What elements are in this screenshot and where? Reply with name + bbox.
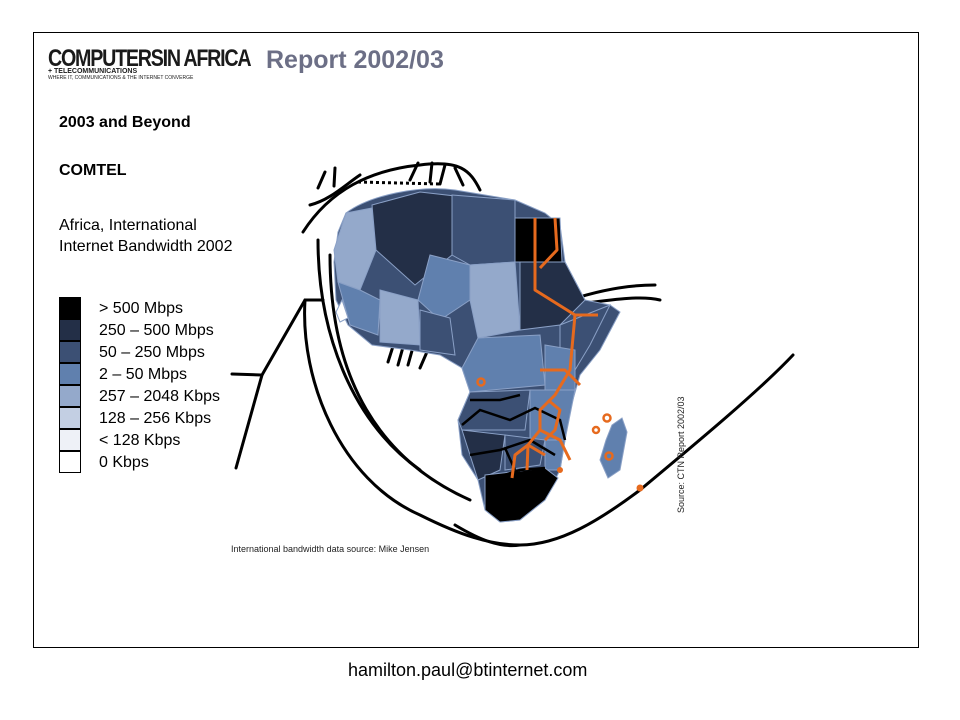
legend-swatch-7 — [59, 451, 81, 473]
legend-swatch-4 — [59, 385, 81, 407]
legend-label-6: < 128 Kbps — [99, 432, 181, 449]
legend-label-3: 2 – 50 Mbps — [99, 366, 188, 383]
legend-label-7: 0 Kbps — [99, 454, 149, 471]
map-subtitle: Africa, International Internet Bandwidth… — [59, 217, 233, 255]
africa-bandwidth-map — [230, 161, 795, 548]
legend-label-1: 250 – 500 Mbps — [99, 322, 214, 339]
legend-label-0: > 500 Mbps — [99, 300, 184, 317]
heading-2003-beyond: 2003 and Beyond — [59, 114, 191, 131]
legend-swatch-5 — [59, 407, 81, 429]
ctn-report-source: Source: CTN Report 2002/03 — [676, 396, 686, 513]
heading-comtel: COMTEL — [59, 162, 127, 179]
logo-sub-text: + TELECOMMUNICATIONS — [48, 68, 138, 75]
bandwidth-data-source: International bandwidth data source: Mik… — [231, 544, 430, 554]
computers-in-africa-logo: COMPUTERSIN AFRICA + TELECOMMUNICATIONS … — [48, 46, 263, 82]
fibre-routes — [510, 217, 598, 479]
legend-label-2: 50 – 250 Mbps — [99, 344, 205, 361]
report-title: Report 2002/03 — [266, 46, 444, 74]
legend-label-4: 257 – 2048 Kbps — [99, 388, 220, 405]
africa-continent — [333, 188, 621, 523]
legend-label-5: 128 – 256 Kbps — [99, 410, 212, 427]
logo-tagline: WHERE IT, COMMUNICATIONS & THE INTERNET … — [48, 75, 194, 81]
madagascar — [599, 417, 628, 479]
fibre-nodes — [476, 377, 644, 492]
legend-swatch-6 — [59, 429, 81, 451]
legend-swatch-1 — [59, 319, 81, 341]
dotted-cable — [357, 180, 441, 186]
slide-frame — [33, 32, 919, 648]
legend-swatch-0 — [59, 297, 81, 319]
submarine-cables — [230, 161, 795, 548]
logo-main-text: COMPUTERSIN AFRICA — [48, 45, 252, 72]
contact-email: hamilton.paul@btinternet.com — [348, 660, 588, 680]
legend-swatch-3 — [59, 363, 81, 385]
legend-swatch-2 — [59, 341, 81, 363]
